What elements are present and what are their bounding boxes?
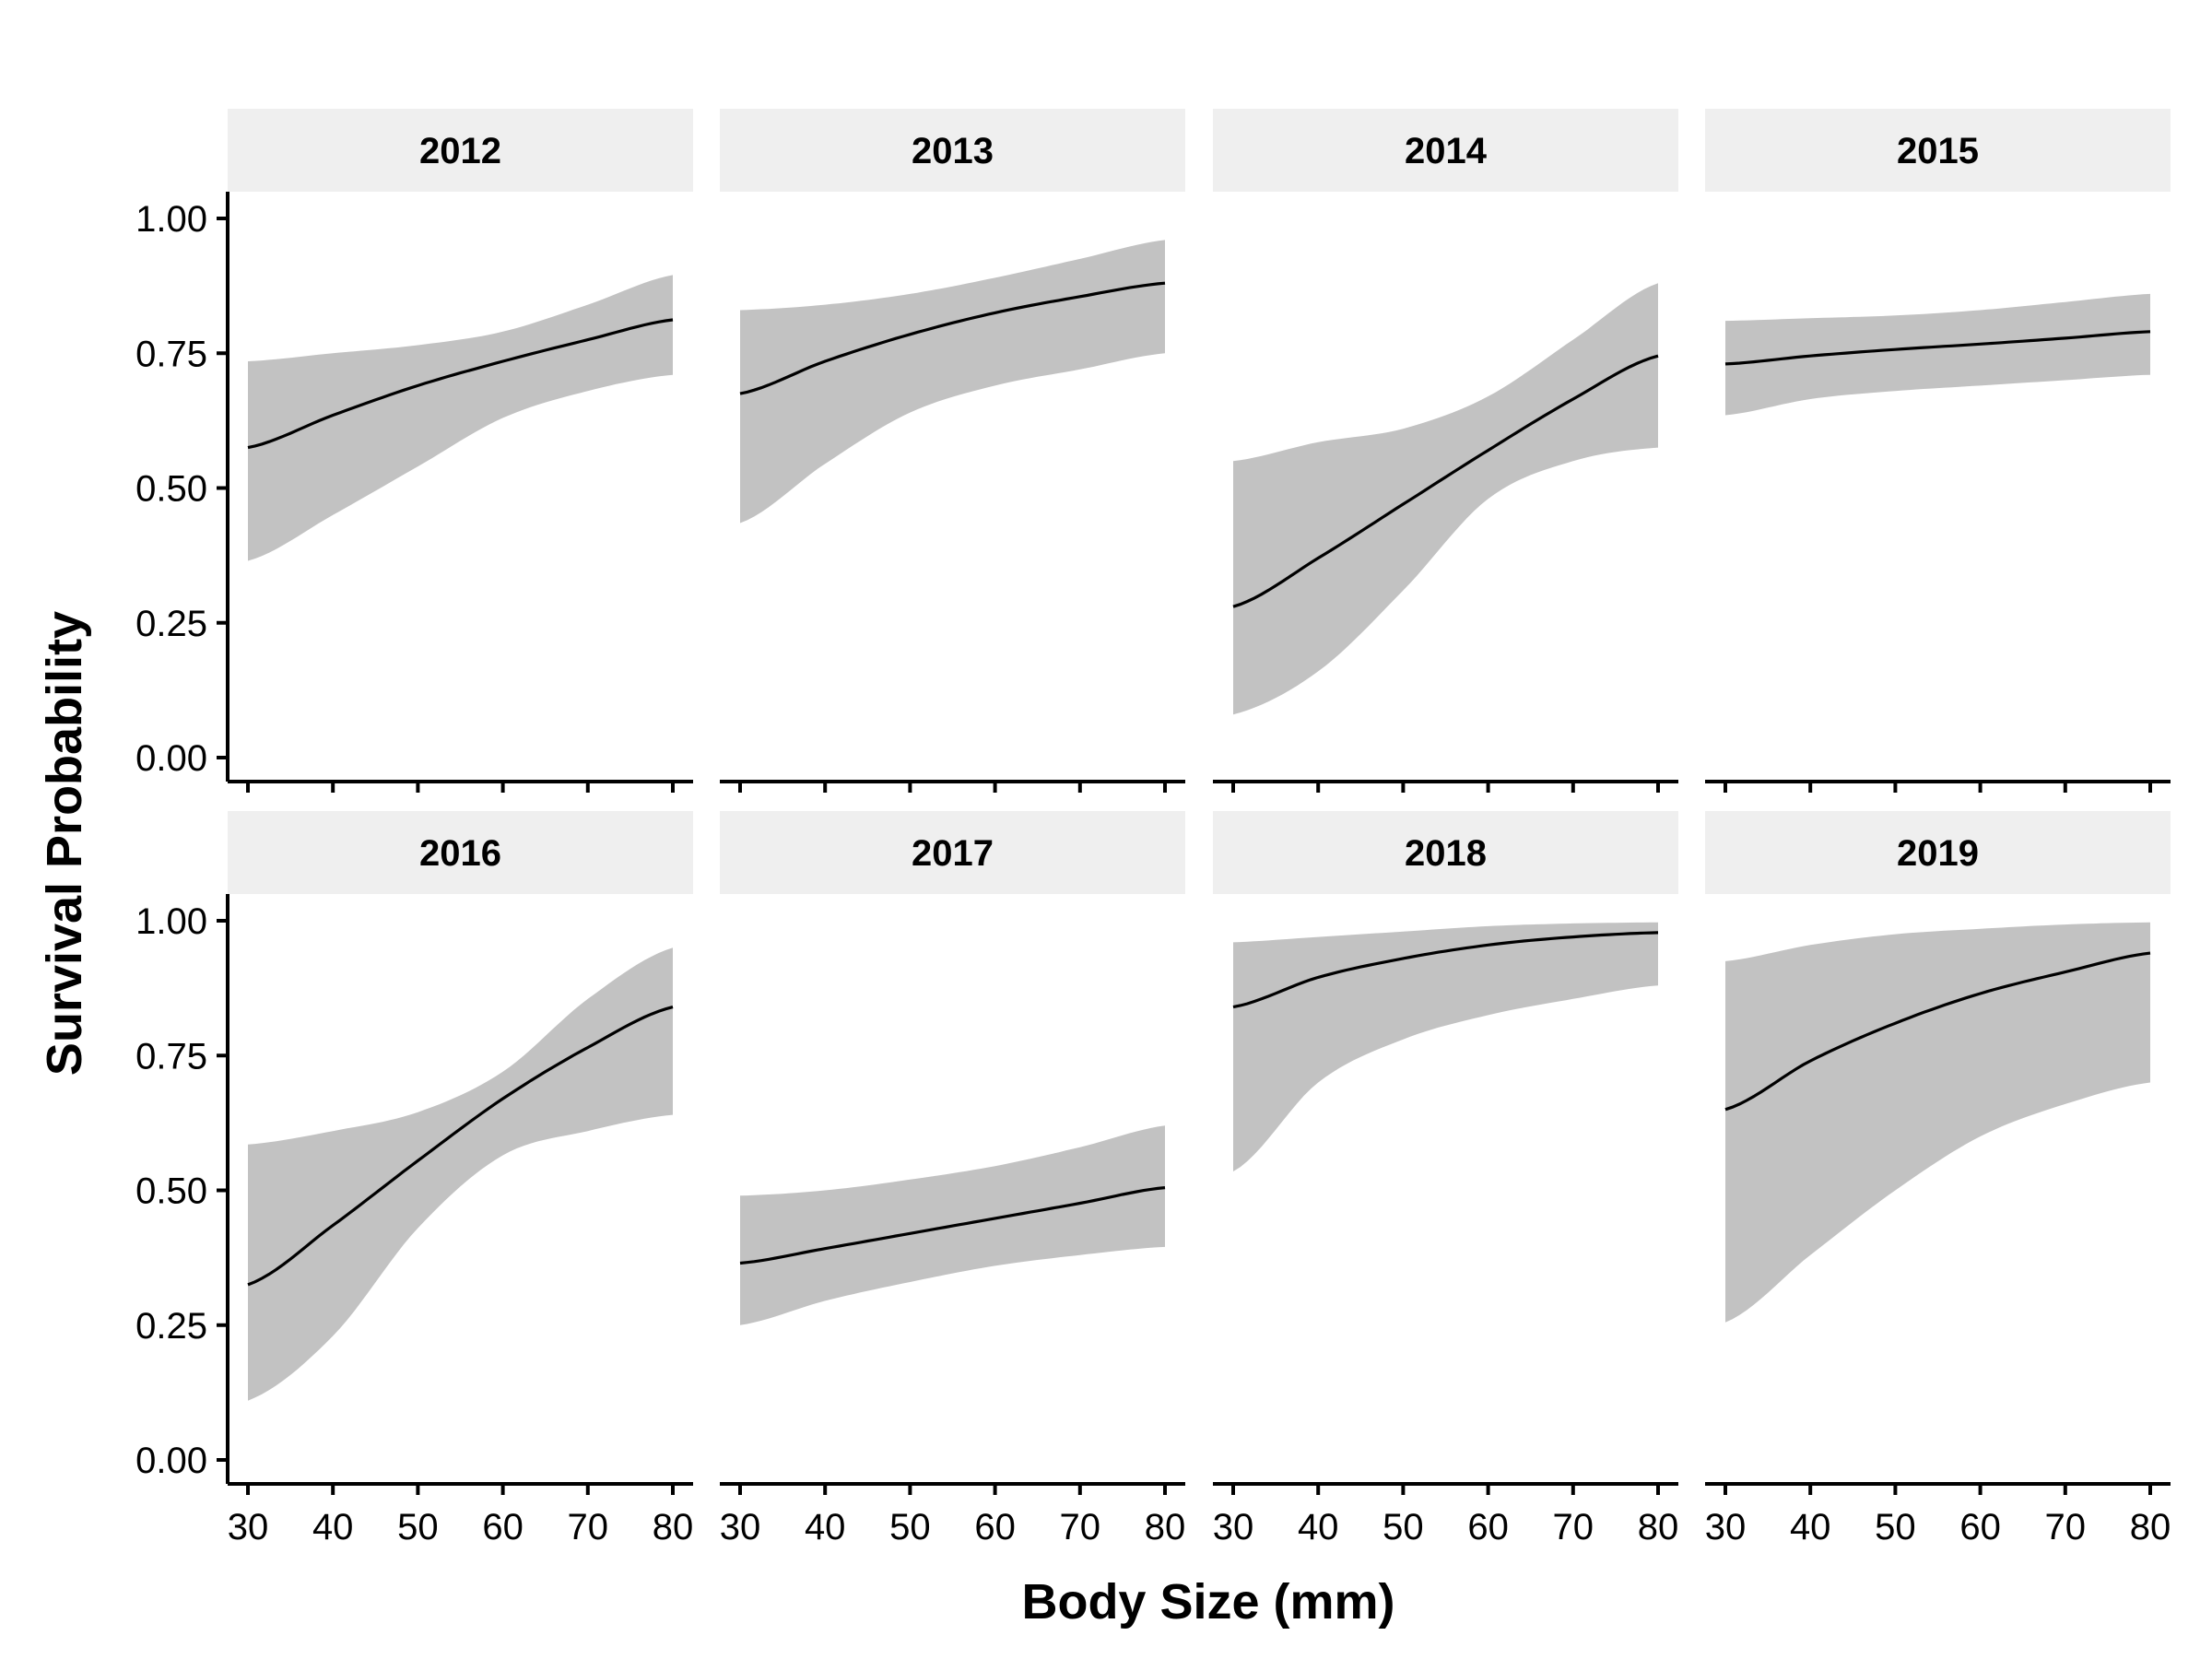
y-tick-label: 0.50 [135,1171,207,1212]
facet-strip-label: 2013 [912,131,994,171]
x-tick-label: 40 [805,1507,846,1547]
x-tick-label: 50 [889,1507,931,1547]
x-axis-title: Body Size (mm) [1021,1574,1394,1630]
facet-strip-label: 2014 [1405,131,1488,171]
facet-panel-2015: 2015 [1705,109,2171,793]
y-tick-label: 0.00 [135,1441,207,1481]
confidence-band [248,275,673,561]
y-tick-label: 0.25 [135,1306,207,1347]
facet-strip-label: 2016 [419,833,501,874]
x-tick-label: 80 [1145,1507,1186,1547]
facet-panel-2016: 2016 30 40 50 60 70 80 0.00 0.25 0.50 0.75 1.00 [135,811,693,1547]
confidence-band [1725,922,2150,1323]
facet-strip-label: 2017 [912,833,994,874]
facet-strip [1213,109,1678,192]
y-tick-label: 0.50 [135,469,207,510]
facet-strip [1213,811,1678,894]
x-tick-label: 50 [397,1507,439,1547]
x-tick-label: 40 [1298,1507,1339,1547]
confidence-band [740,240,1165,524]
y-tick-label: 0.75 [135,1036,207,1077]
facet-strip [1705,811,2171,894]
facet-panel-2019: 2019 30 40 50 60 70 80 [1705,811,2171,1547]
fitted-line [1232,354,1659,608]
facet-panel-2014: 2014 [1213,109,1678,793]
x-tick-label: 30 [1705,1507,1747,1547]
y-tick-label: 0.25 [135,604,207,644]
facet-strip-label: 2019 [1897,833,1979,874]
facet-panels: 2012 0.00 0.25 0.50 0.75 1.00 2013 2014 2015 2016… [135,109,2171,1547]
x-tick-label: 80 [653,1507,694,1547]
x-tick-label: 60 [482,1507,524,1547]
x-tick-label: 50 [1382,1507,1424,1547]
confidence-band [1233,283,1658,715]
facet-strip-label: 2012 [419,131,501,171]
y-tick-label: 1.00 [135,901,207,942]
x-tick-label: 60 [1959,1507,2001,1547]
fitted-line [739,1186,1166,1265]
fitted-line [1232,931,1659,1009]
x-tick-label: 40 [1790,1507,1831,1547]
x-tick-label: 80 [2130,1507,2171,1547]
facet-strip [228,811,693,894]
facet-strip [720,811,1185,894]
fitted-line [739,281,1166,395]
y-tick-label: 0.00 [135,738,207,779]
fitted-line [1724,330,2151,366]
x-tick-label: 40 [312,1507,354,1547]
facet-panel-2018: 2018 30 40 50 60 70 80 [1213,811,1679,1547]
x-tick-label: 70 [1060,1507,1101,1547]
x-tick-label: 60 [1467,1507,1509,1547]
confidence-band [1725,293,2150,416]
x-tick-label: 50 [1875,1507,1916,1547]
x-tick-label: 70 [568,1507,609,1547]
x-tick-label: 80 [1638,1507,1679,1547]
y-axis-title: Survival Probability [37,611,92,1076]
fitted-line [1724,951,2151,1112]
confidence-band [248,947,673,1401]
facet-strip-label: 2015 [1897,131,1979,171]
fitted-line [247,318,674,450]
y-tick-label: 0.75 [135,334,207,374]
facet-panel-2012: 2012 0.00 0.25 0.50 0.75 1.00 [135,109,693,793]
fitted-line [247,1006,674,1287]
facet-strip [228,109,693,192]
confidence-band [1233,922,1658,1171]
x-tick-label: 30 [720,1507,761,1547]
facet-strip [720,109,1185,192]
facet-strip-label: 2018 [1405,833,1487,874]
facet-panel-2017: 2017 30 40 50 60 70 80 [720,811,1186,1547]
facet-strip [1705,109,2171,192]
x-tick-label: 30 [228,1507,269,1547]
x-tick-label: 70 [1553,1507,1594,1547]
facet-panel-2013: 2013 [720,109,1185,793]
x-tick-label: 30 [1213,1507,1254,1547]
y-tick-label: 1.00 [135,199,207,240]
x-tick-label: 60 [974,1507,1016,1547]
x-tick-label: 70 [2045,1507,2087,1547]
